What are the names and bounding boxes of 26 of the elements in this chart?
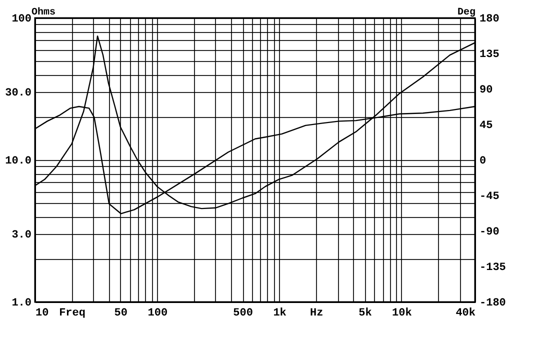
x-tick-label: 10 <box>36 308 49 320</box>
y2-tick-label: 45 <box>480 120 494 132</box>
x-tick-label: Hz <box>310 308 324 320</box>
y2-tick-label: 90 <box>480 84 493 96</box>
y-tick-label: 10.0 <box>5 156 32 168</box>
x-tick-label: 50 <box>114 308 128 320</box>
y2-tick-label: -180 <box>480 298 506 310</box>
y2-tick-label: 0 <box>480 156 486 168</box>
y-tick-label: 3.0 <box>12 230 32 242</box>
x-tick-label: 1k <box>273 308 287 320</box>
y2-tick-label: -45 <box>480 191 500 203</box>
x-tick-label: 500 <box>233 308 253 320</box>
y2-tick-label: 135 <box>480 49 500 61</box>
x-tick-label: 10k <box>392 308 412 320</box>
x-tick-label: 40k <box>456 308 476 320</box>
x-tick-label: 100 <box>148 308 168 320</box>
y2-tick-label: -135 <box>480 262 506 274</box>
y2-axis-title: Deg <box>457 8 476 18</box>
y2-tick-label: -90 <box>480 226 500 238</box>
y-tick-label: 1.0 <box>12 298 32 310</box>
y-axis-title: Ohms <box>32 6 56 18</box>
y-tick-label: 30.0 <box>5 88 32 100</box>
x-tick-label: Freq <box>59 308 86 320</box>
y2-tick-label: 180 <box>480 14 500 26</box>
y-tick-label: 100 <box>12 14 32 26</box>
x-tick-label: 5k <box>358 308 372 320</box>
